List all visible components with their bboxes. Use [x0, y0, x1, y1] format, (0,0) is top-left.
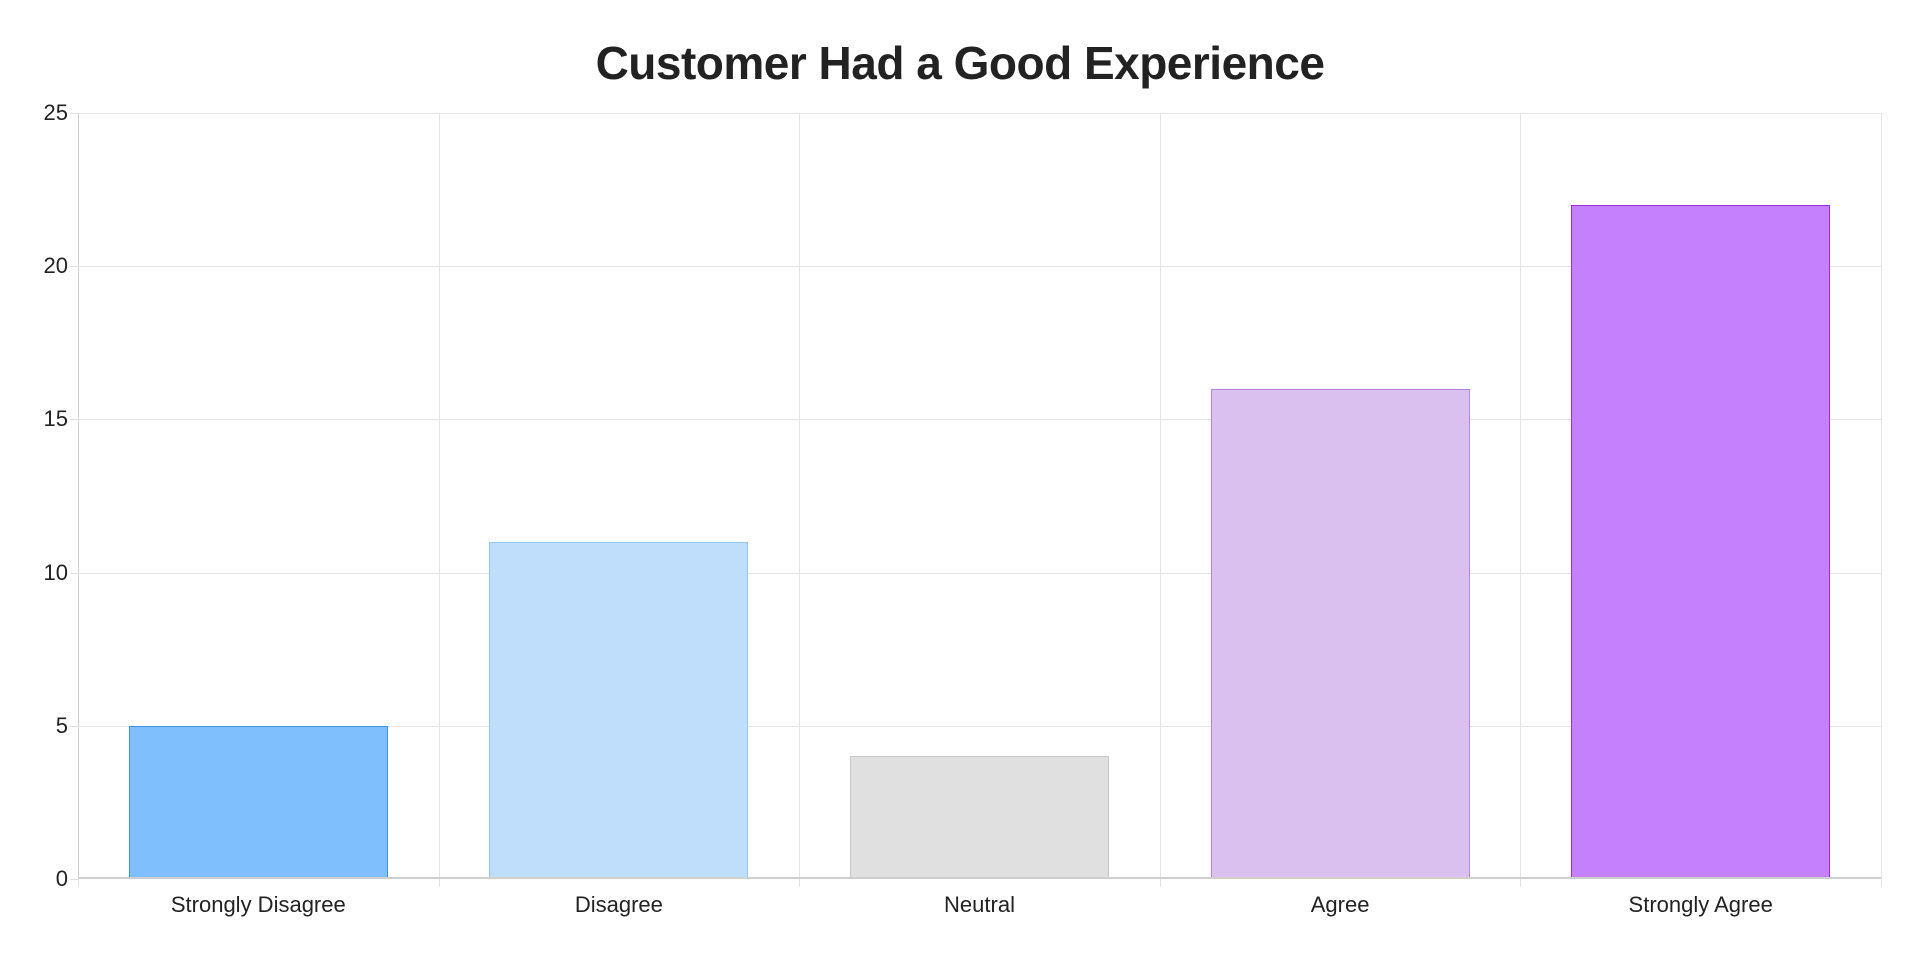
gridline-horizontal [78, 572, 1881, 574]
plot-area [70, 113, 1882, 887]
x-tick-label: Neutral [944, 892, 1015, 917]
y-tick-label: 20 [43, 253, 68, 279]
gridline-vertical [799, 113, 801, 879]
x-tick-label: Strongly Disagree [170, 892, 346, 917]
gridline-horizontal [78, 725, 1881, 727]
gridline-horizontal [78, 266, 1881, 268]
y-tick-label: 5 [55, 712, 68, 738]
y-tick [70, 266, 78, 268]
bar-neutral[interactable] [850, 756, 1109, 879]
x-axis-line [78, 877, 1881, 879]
gridline-vertical [1881, 113, 1882, 879]
y-tick [70, 572, 78, 574]
gridline-vertical [1159, 113, 1161, 879]
y-tick [70, 419, 78, 421]
y-tick [70, 725, 78, 727]
x-tick [78, 879, 79, 887]
gridline-vertical [1520, 113, 1522, 879]
y-tick [70, 879, 78, 880]
bar-strongly-disagree[interactable] [128, 725, 388, 879]
x-tick-label: Agree [1310, 892, 1370, 917]
bar-strongly-agree[interactable] [1571, 204, 1831, 879]
gridline-vertical [438, 113, 440, 879]
y-tick-label: 25 [43, 100, 68, 125]
bar-agree[interactable] [1210, 388, 1470, 879]
x-tick-label: Strongly Agree [1628, 892, 1773, 917]
x-tick [1881, 879, 1882, 887]
chart-title: Customer Had a Good Experience [595, 37, 1325, 89]
bar-disagree[interactable] [489, 541, 749, 879]
y-tick-label: 15 [43, 406, 68, 432]
y-axis-line [78, 113, 79, 879]
gridline-horizontal [78, 113, 1881, 114]
gridline-horizontal [78, 419, 1881, 421]
y-tick-label: 10 [43, 559, 68, 585]
y-tick [70, 113, 78, 114]
x-tick [1159, 879, 1161, 887]
x-tick [438, 879, 440, 887]
x-tick [799, 879, 801, 887]
y-tick-label: 0 [55, 866, 68, 891]
x-tick [1520, 879, 1522, 887]
x-tick-label: Disagree [574, 892, 663, 917]
